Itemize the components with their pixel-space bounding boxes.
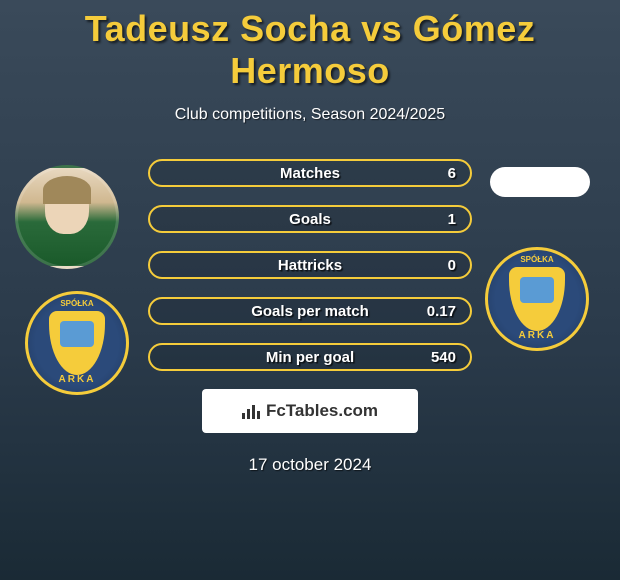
stat-value-right: 0.17 [427,303,456,320]
stat-value-right: 0 [448,257,456,274]
club-logo-text-bottom: ARKA [488,330,586,341]
club-shield-icon [509,267,565,331]
stat-row-goals-per-match: Goals per match 0.17 [148,297,472,325]
brand-text: FcTables.com [266,401,378,421]
stat-value-right: 1 [448,211,456,228]
brand-badge: FcTables.com [202,389,418,433]
player-left-photo [15,165,119,269]
bar-chart-icon [242,403,260,419]
club-logo-text-top: SPÓŁKA [28,299,126,308]
stat-row-hattricks: Hattricks 0 [148,251,472,279]
stat-label: Hattricks [278,257,342,274]
stat-value-right: 6 [448,165,456,182]
left-column: SPÓŁKA ARKA [10,159,130,395]
club-logo-text-top: SPÓŁKA [488,255,586,264]
right-column: SPÓŁKA ARKA [490,159,610,351]
player-right-photo-placeholder [490,167,590,197]
stat-value-right: 540 [431,349,456,366]
club-shield-icon [49,311,105,375]
stat-label: Goals per match [251,303,369,320]
stat-row-min-per-goal: Min per goal 540 [148,343,472,371]
player-left-club-logo: SPÓŁKA ARKA [25,291,129,395]
page-title: Tadeusz Socha vs Gómez Hermoso [0,0,620,92]
stat-label: Goals [289,211,331,228]
date-text: 17 october 2024 [148,455,472,475]
player-right-club-logo: SPÓŁKA ARKA [485,247,589,351]
club-logo-text-bottom: ARKA [28,374,126,385]
comparison-content: SPÓŁKA ARKA Matches 6 Goals 1 Hattricks … [0,159,620,475]
stat-row-matches: Matches 6 [148,159,472,187]
stat-label: Matches [280,165,340,182]
stats-panel: Matches 6 Goals 1 Hattricks 0 Goals per … [130,159,490,475]
stat-row-goals: Goals 1 [148,205,472,233]
stat-label: Min per goal [266,349,354,366]
subtitle: Club competitions, Season 2024/2025 [0,106,620,124]
